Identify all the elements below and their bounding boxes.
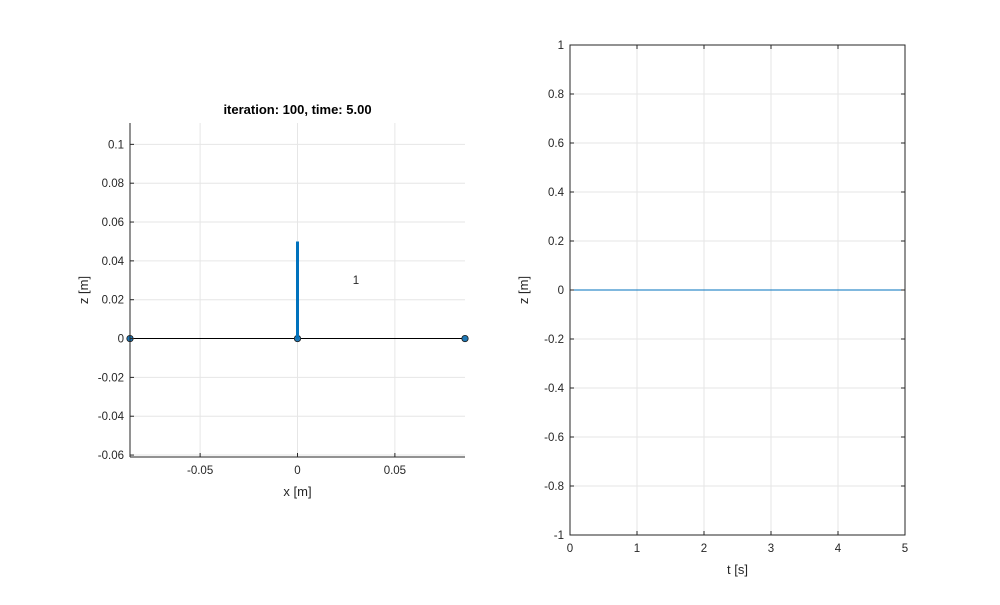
right-axes-ylabel: z [m] xyxy=(516,276,531,304)
right-x-tick-label: 1 xyxy=(634,543,640,555)
left-y-tick-label: 0.02 xyxy=(102,295,124,307)
left-x-tick-label: 0 xyxy=(294,465,300,477)
left-axes-series xyxy=(126,241,469,343)
left-axes: -0.05 0 0.05 -0.06 -0.04 -0.02 0 0.02 0.04 0.06 0.… xyxy=(76,102,469,499)
right-x-tick-label: 0 xyxy=(567,543,573,555)
right-y-tick-label: -0.2 xyxy=(544,334,564,346)
right-y-tick-label: 1 xyxy=(558,40,564,52)
right-y-tick-label: -0.4 xyxy=(544,383,564,395)
right-x-tick-label: 3 xyxy=(768,543,774,555)
right-y-tick-label: 0 xyxy=(558,285,564,297)
right-x-tick-label: 4 xyxy=(835,543,842,555)
left-y-tick-label: 0.08 xyxy=(102,178,124,190)
left-axes-ylabel: z [m] xyxy=(76,276,91,304)
right-y-tick-label: 0.4 xyxy=(548,187,565,199)
right-y-tick-label: -0.6 xyxy=(544,432,564,444)
right-x-tick-label: 2 xyxy=(701,543,707,555)
left-y-tick-label: 0.1 xyxy=(108,139,124,151)
left-y-tick-label: -0.06 xyxy=(98,450,124,462)
right-x-tick-label: 5 xyxy=(902,543,908,555)
right-y-tick-label: 0.2 xyxy=(548,236,564,248)
left-x-tick-label: 0.05 xyxy=(384,465,406,477)
right-y-tick-label: -1 xyxy=(554,530,564,542)
left-series-0-marker xyxy=(461,334,469,343)
left-annotation-label: 1 xyxy=(353,275,359,287)
left-axes-xlabel: x [m] xyxy=(283,484,311,499)
left-y-tick-label: 0.04 xyxy=(102,256,125,268)
right-axes-ticks: 0 1 2 3 4 5 -1 -0.8 -0.6 -0.4 -0.2 0 0.2 0.4 0.6 0.8 1 xyxy=(544,40,908,555)
right-axes-xlabel: t [s] xyxy=(727,562,748,577)
left-x-tick-label: -0.05 xyxy=(187,465,213,477)
left-axes-ticks: -0.05 0 0.05 -0.06 -0.04 -0.02 0 0.02 0.04 0.06 0.… xyxy=(98,139,406,477)
right-axes: 0 1 2 3 4 5 -1 -0.8 -0.6 -0.4 -0.2 0 0.2 0.4 0.6 0.8 1 t… xyxy=(516,40,908,577)
left-y-tick-label: 0.06 xyxy=(102,217,124,229)
left-y-tick-label: 0 xyxy=(118,334,124,346)
right-y-tick-label: 0.6 xyxy=(548,138,564,150)
left-axes-title: iteration: 100, time: 5.00 xyxy=(223,102,371,117)
right-y-tick-label: 0.8 xyxy=(548,89,564,101)
right-y-tick-label: -0.8 xyxy=(544,481,564,493)
left-y-tick-label: -0.02 xyxy=(98,372,124,384)
left-y-tick-label: -0.04 xyxy=(98,411,125,423)
left-axes-annotations: 1 xyxy=(353,275,359,287)
